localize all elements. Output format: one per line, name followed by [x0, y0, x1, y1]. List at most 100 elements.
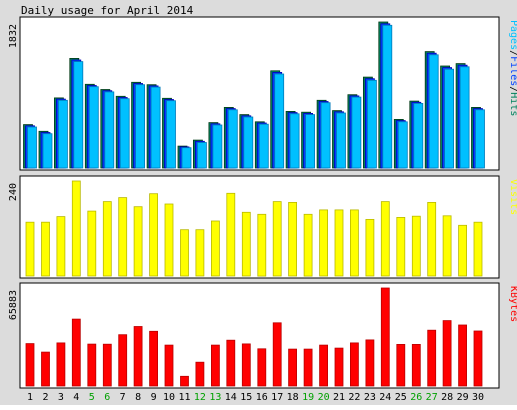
chart-title: Daily usage for April 2014 [21, 4, 194, 17]
x-axis-labels: 1 2 3 4 5 6 7 8 9 10 11 12 13 14 15 16 17 18 19 20 21 22 23 24 2… [27, 392, 484, 403]
x-label-day-26: 26 [410, 392, 422, 403]
panel-kbytes-ymax-label: 65883 [8, 290, 19, 320]
legend-pages: Pages [508, 20, 517, 50]
bar-pages-day-13 [212, 124, 223, 169]
x-label-day-7: 7 [120, 392, 126, 403]
panel-kbytes-legend: KBytes [508, 286, 517, 322]
legend-separator: / [508, 86, 517, 92]
x-label-day-1: 1 [27, 392, 33, 403]
bar-visits-day-21 [334, 209, 344, 277]
bar-kbytes-day-2 [41, 351, 50, 387]
bar-kbytes-day-22 [349, 342, 359, 387]
bar-pages-day-16 [258, 123, 269, 169]
bar-visits-day-22 [349, 209, 359, 277]
bar-pages-day-21 [336, 112, 346, 169]
bar-pages-day-18 [289, 113, 300, 169]
bar-pages-day-4 [73, 61, 84, 169]
bar-visits-day-25 [396, 216, 406, 277]
bar-pages-day-17 [274, 73, 285, 169]
legend-visits: Visits [508, 179, 517, 215]
bar-kbytes-day-13 [210, 344, 220, 387]
bar-pages-day-15 [243, 116, 254, 169]
bar-kbytes-day-6 [102, 343, 112, 387]
legend-hits: Hits [508, 92, 517, 116]
bar-kbytes-day-1 [25, 343, 35, 387]
bar-visits-day-4 [71, 180, 81, 277]
bar-kbytes-day-21 [334, 347, 344, 387]
bar-visits-day-15 [241, 211, 251, 277]
panel-visits: 240 Visits [8, 175, 517, 279]
x-label-day-8: 8 [135, 392, 141, 403]
bar-visits-day-26 [411, 215, 421, 277]
bar-kbytes-day-7 [118, 334, 128, 387]
bar-visits-day-19 [303, 213, 313, 277]
x-label-day-18: 18 [287, 392, 299, 403]
bar-kbytes-day-18 [288, 348, 298, 387]
bar-visits-day-17 [272, 201, 282, 277]
bar-visits-day-6 [102, 201, 112, 277]
bar-kbytes-day-15 [241, 343, 251, 387]
bar-visits-day-24 [380, 201, 390, 277]
bar-pages-day-28 [444, 68, 455, 169]
x-label-day-11: 11 [178, 392, 190, 403]
bar-kbytes-day-4 [71, 318, 81, 387]
bar-kbytes-day-12 [195, 361, 205, 387]
bar-pages-day-8 [135, 84, 146, 169]
legend-files: Files [508, 56, 517, 86]
x-label-day-20: 20 [318, 392, 330, 403]
bar-visits-day-27 [427, 201, 437, 277]
bar-pages-day-14 [227, 109, 238, 169]
bar-visits-day-3 [56, 216, 66, 277]
bar-pages-day-2 [42, 133, 53, 169]
x-label-day-19: 19 [302, 392, 314, 403]
bar-visits-day-30 [473, 221, 483, 277]
bar-visits-day-11 [180, 229, 189, 277]
bar-pages-day-24 [382, 24, 393, 169]
bar-visits-day-1 [25, 221, 35, 277]
x-label-day-6: 6 [104, 392, 110, 403]
bar-kbytes-day-20 [319, 344, 329, 387]
bar-visits-day-5 [87, 210, 97, 277]
x-label-day-4: 4 [73, 392, 79, 403]
bar-pages-day-7 [119, 98, 130, 169]
x-label-day-9: 9 [151, 392, 157, 403]
x-label-day-17: 17 [271, 392, 283, 403]
x-label-day-23: 23 [364, 392, 376, 403]
x-label-day-12: 12 [194, 392, 206, 403]
bar-kbytes-day-9 [149, 330, 159, 387]
bar-kbytes-day-11 [180, 375, 189, 387]
bar-kbytes-day-25 [396, 343, 406, 387]
bar-pages-day-3 [58, 99, 68, 169]
bar-visits-day-9 [149, 193, 159, 277]
panel-usage-legend: Pages/Files/Hits [508, 20, 517, 116]
bar-kbytes-day-27 [427, 329, 437, 387]
bar-pages-day-23 [366, 79, 377, 169]
bar-pages-day-22 [351, 96, 362, 169]
bar-pages-day-19 [305, 114, 316, 169]
bar-pages-day-5 [88, 86, 99, 169]
bar-pages-day-11 [181, 147, 192, 169]
bar-visits-day-13 [210, 220, 220, 277]
x-label-day-25: 25 [395, 392, 407, 403]
x-label-day-2: 2 [42, 392, 48, 403]
bar-visits-day-10 [164, 203, 174, 277]
bar-pages-day-29 [459, 66, 470, 169]
panel-visits-ymax-label: 240 [8, 183, 19, 201]
bar-visits-day-16 [257, 213, 267, 277]
bar-kbytes-day-24 [380, 287, 390, 387]
panel-visits-legend: Visits [508, 179, 517, 215]
panel-usage-ymax-label: 1832 [8, 24, 19, 48]
bar-visits-day-14 [226, 192, 236, 277]
bar-pages-day-20 [320, 102, 331, 169]
bar-visits-day-7 [118, 197, 128, 277]
bar-kbytes-day-30 [473, 330, 483, 387]
bar-kbytes-day-19 [303, 348, 313, 387]
bar-pages-day-30 [475, 109, 485, 169]
bar-kbytes-day-16 [257, 348, 267, 387]
bar-kbytes-day-5 [87, 343, 97, 387]
x-label-day-16: 16 [256, 392, 268, 403]
x-label-day-29: 29 [457, 392, 469, 403]
bar-kbytes-day-10 [164, 344, 174, 387]
bar-pages-day-10 [166, 100, 176, 169]
